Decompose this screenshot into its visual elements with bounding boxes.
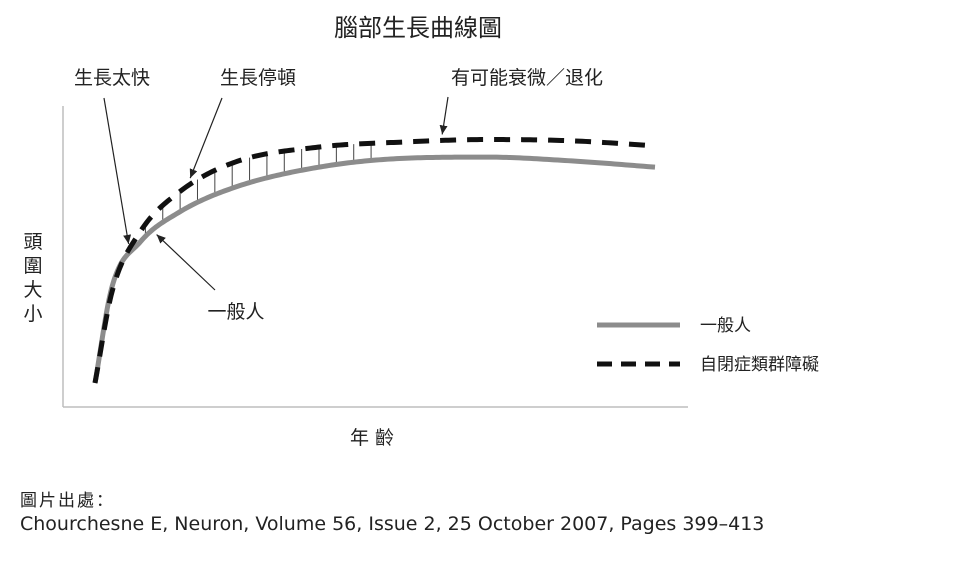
annotation-arrow (103, 97, 132, 244)
y-axis-label: 頭圍大小 (23, 231, 42, 325)
chart-title: 腦部生長曲線圖 (334, 14, 502, 42)
series-line-asd (92, 137, 656, 384)
source-citation: Chourchesne E, Neuron, Volume 56, Issue … (20, 513, 765, 535)
annotation-label: 生長太快 (74, 67, 150, 89)
annotation-arrow (189, 97, 223, 179)
x-axis-label: 年 齡 (350, 427, 394, 449)
annotation-label: 一般人 (207, 301, 264, 323)
series-line-typical (92, 154, 656, 384)
annotation-label: 有可能衰微／退化 (451, 67, 603, 89)
annotation-arrow (156, 234, 216, 291)
source-label: 圖片出處： (20, 491, 115, 511)
difference-hatching (144, 143, 372, 237)
annotation-arrow (439, 96, 449, 135)
legend-label: 一般人 (700, 316, 751, 336)
series-lines (92, 137, 656, 384)
legend-label: 自閉症類群障礙 (700, 355, 819, 375)
annotation-label: 生長停頓 (220, 67, 296, 89)
